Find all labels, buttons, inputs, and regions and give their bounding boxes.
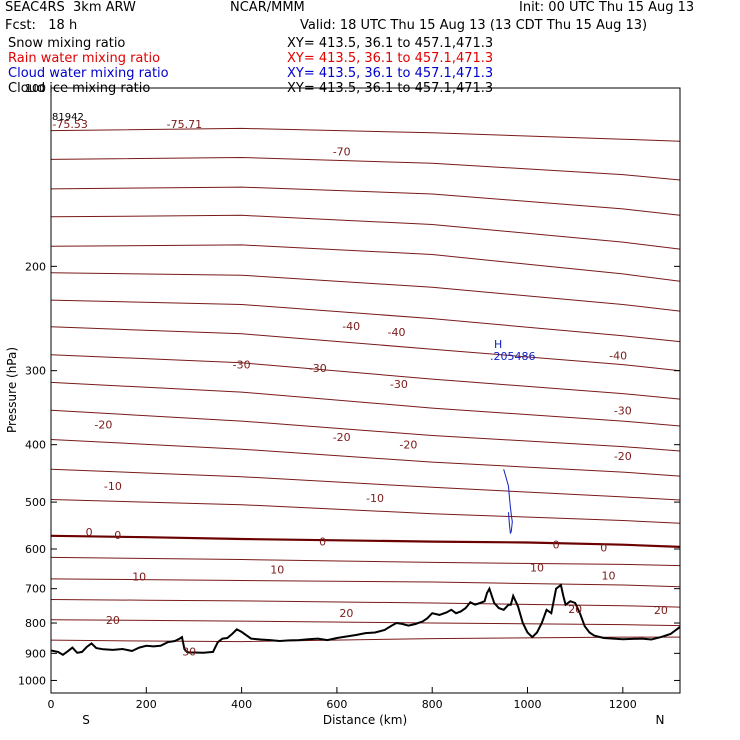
contour-label: 10 <box>602 570 616 583</box>
contour-label: -30 <box>390 378 408 391</box>
contour-label: 10 <box>270 564 284 577</box>
contour-label: 20 <box>568 603 582 616</box>
x-tick-label: 1000 <box>514 698 542 711</box>
cloud-water-line <box>503 469 513 534</box>
contour-label: -20 <box>333 431 351 444</box>
isotherm-line <box>50 499 681 524</box>
contour-label: -30 <box>233 359 251 372</box>
max-marker-label: H <box>494 338 502 351</box>
isotherm-line <box>50 556 681 567</box>
x-axis-label: Distance (km) <box>323 713 407 727</box>
isotherm-line <box>50 272 681 312</box>
contour-label: 0 <box>114 529 121 542</box>
isotherm-line <box>50 354 681 400</box>
max-marker-value: .205486 <box>490 350 536 363</box>
model-title: SEAC4RS 3km ARW <box>5 0 136 15</box>
field-snow-name: Snow mixing ratio <box>8 36 126 51</box>
contour-label: 0 <box>553 539 560 552</box>
contour-label: 10 <box>132 571 146 584</box>
y-tick-label: 200 <box>25 260 46 273</box>
x-tick-label: 400 <box>231 698 252 711</box>
y-tick-label: 400 <box>25 439 46 452</box>
forecast-hour: Fcst: 18 h <box>5 18 78 33</box>
contour-label: 0 <box>319 536 326 549</box>
y-tick-label: 300 <box>25 365 46 378</box>
contour-label: -75.53 <box>52 118 87 131</box>
y-tick-label: 700 <box>25 583 46 596</box>
contour-label: -40 <box>342 320 360 333</box>
field-cloudwater-name: Cloud water mixing ratio <box>8 66 169 81</box>
y-tick-label: 800 <box>25 617 46 630</box>
contour-label: 20 <box>339 607 353 620</box>
contour-label: 10 <box>530 562 544 575</box>
isotherm-line <box>50 578 681 588</box>
y-tick-label: 1000 <box>18 674 46 687</box>
contour-label: -10 <box>366 492 384 505</box>
contour-label: -20 <box>94 419 112 432</box>
corner-note: 81942 <box>52 112 84 123</box>
isotherm-line <box>50 439 681 477</box>
contour-label: 20 <box>106 614 120 627</box>
cloud-water-contours <box>503 469 513 534</box>
x-tick-label: 600 <box>326 698 347 711</box>
x-tick-label: 0 <box>48 698 55 711</box>
contour-label: -40 <box>388 326 406 339</box>
isotherm-line <box>50 468 681 501</box>
contour-label: -40 <box>609 350 627 363</box>
terrain-profile <box>50 583 681 656</box>
terrain-line <box>50 583 681 656</box>
x-tick-label: 800 <box>422 698 443 711</box>
y-axis-label: Pressure (hPa) <box>5 347 19 433</box>
field-rain-name: Rain water mixing ratio <box>8 51 161 66</box>
field-snow-xy: XY= 413.5, 36.1 to 457.1,471.3 <box>287 36 494 51</box>
start-direction-label: S <box>82 713 90 727</box>
org-title: NCAR/MMM <box>230 0 305 15</box>
contour-label: -20 <box>399 439 417 452</box>
plot-border <box>50 87 681 694</box>
x-tick-label: 1200 <box>609 698 637 711</box>
isotherm-line <box>50 299 681 343</box>
zero-isotherm <box>50 534 681 548</box>
isotherm-line <box>50 636 680 643</box>
y-tick-label: 900 <box>25 647 46 660</box>
contour-label: -20 <box>614 450 632 463</box>
contour-label: -30 <box>614 404 632 417</box>
valid-time: Valid: 18 UTC Thu 15 Aug 13 (13 CDT Thu … <box>300 18 648 33</box>
x-tick-label: 200 <box>136 698 157 711</box>
contour-label: 30 <box>182 645 196 658</box>
y-tick-label: 500 <box>25 496 46 509</box>
isotherm-contours <box>50 127 681 643</box>
isotherm-line <box>50 244 681 282</box>
contour-labels: -75.53 -75.71 -70 -40 -40 -40 -30 -30 -30 -30 -20 -… <box>52 118 668 658</box>
field-rain-xy: XY= 413.5, 36.1 to 457.1,471.3 <box>287 51 494 66</box>
isotherm-line <box>50 326 681 372</box>
contour-label: -70 <box>333 146 351 159</box>
init-time: Init: 00 UTC Thu 15 Aug 13 <box>519 0 695 15</box>
contour-label: 20 <box>654 604 668 617</box>
contour-label: 0 <box>86 526 93 539</box>
contour-label: -75.71 <box>167 118 202 131</box>
contour-label: -10 <box>104 480 122 493</box>
isotherm-line <box>50 127 681 142</box>
isotherm-line <box>50 619 681 627</box>
isotherm-line <box>50 409 681 452</box>
contour-label: -30 <box>309 362 327 375</box>
zero-isotherm-line <box>50 534 681 548</box>
y-tick-label: 100 <box>25 82 46 95</box>
isotherm-line <box>50 214 681 250</box>
y-tick-label: 600 <box>25 543 46 556</box>
isotherm-line <box>50 381 681 427</box>
isotherm-line <box>50 186 681 216</box>
end-direction-label: N <box>656 713 665 727</box>
isotherm-line <box>50 599 681 608</box>
field-cloudwater-xy: XY= 413.5, 36.1 to 457.1,471.3 <box>287 66 494 81</box>
isotherm-line <box>50 156 681 181</box>
contour-label: 0 <box>600 542 607 555</box>
